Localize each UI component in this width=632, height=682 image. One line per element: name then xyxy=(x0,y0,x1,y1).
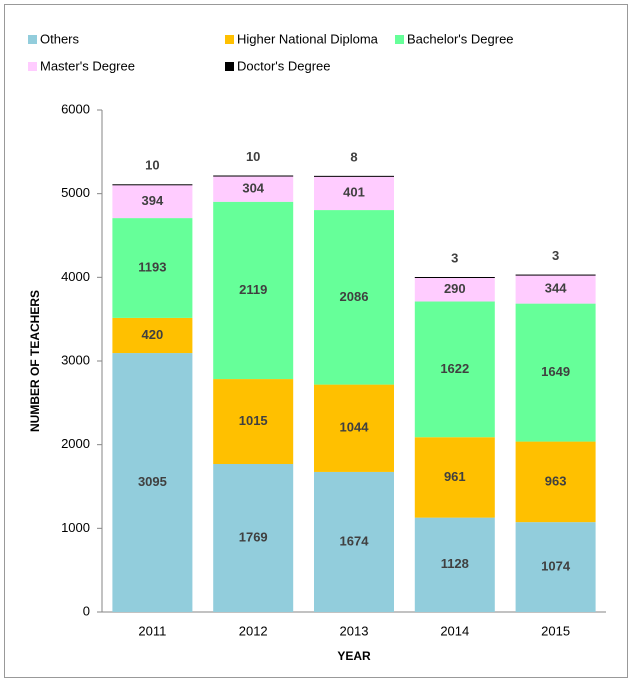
bar-segment xyxy=(414,276,495,278)
x-tick-label: 2013 xyxy=(340,623,369,638)
y-tick-label: 2000 xyxy=(61,436,90,451)
data-label: 2119 xyxy=(239,282,267,297)
bar-segment xyxy=(314,210,394,385)
data-label: 344 xyxy=(545,281,567,296)
bar-segment xyxy=(515,274,596,304)
data-label: 1128 xyxy=(441,556,469,571)
bar-segment xyxy=(213,379,294,464)
x-axis-label: YEAR xyxy=(337,649,371,663)
bar-segment xyxy=(213,176,294,202)
data-label: 2086 xyxy=(340,289,369,304)
y-axis-label: NUMBER OF TEACHERS xyxy=(28,290,42,432)
bar-segment xyxy=(112,353,193,612)
bar-segment xyxy=(515,303,596,442)
data-label: 1649 xyxy=(541,364,570,379)
data-label: 420 xyxy=(142,327,164,342)
legend-label: Others xyxy=(40,31,80,46)
data-label: 961 xyxy=(444,469,466,484)
bar-segment xyxy=(112,184,193,186)
data-label: 1769 xyxy=(239,529,268,544)
y-tick-label: 3000 xyxy=(61,352,90,367)
data-label: 1074 xyxy=(541,559,571,574)
y-tick-label: 6000 xyxy=(61,101,90,116)
data-label: 10 xyxy=(145,158,159,173)
data-label: 1674 xyxy=(340,533,370,548)
bar-segment xyxy=(515,441,596,523)
bar-segment xyxy=(314,176,394,211)
bar-segment xyxy=(414,517,495,612)
bar-segment xyxy=(112,218,193,318)
bar-segment xyxy=(414,437,495,518)
x-tick-label: 2015 xyxy=(541,623,570,638)
legend-swatch xyxy=(28,35,37,44)
legend-swatch xyxy=(225,62,234,71)
y-tick-label: 4000 xyxy=(61,269,90,284)
y-tick-label: 5000 xyxy=(61,185,90,200)
legend-label: Bachelor's Degree xyxy=(407,31,514,46)
x-tick-label: 2012 xyxy=(239,623,268,638)
bar-segment xyxy=(515,522,596,612)
y-tick-label: 1000 xyxy=(61,520,90,535)
bar-segment xyxy=(112,317,193,354)
data-label: 1044 xyxy=(340,420,370,435)
data-label: 963 xyxy=(545,473,567,488)
data-label: 1015 xyxy=(239,413,268,428)
data-label: 8 xyxy=(350,149,357,164)
bar-segment xyxy=(414,301,495,438)
x-tick-label: 2011 xyxy=(138,623,166,638)
bar-segment xyxy=(414,277,495,302)
legend-label: Master's Degree xyxy=(40,58,135,73)
bar-segment xyxy=(213,463,294,612)
bar-segment xyxy=(314,471,394,612)
data-label: 401 xyxy=(343,185,365,200)
bar-segment xyxy=(314,384,394,472)
x-tick-label: 2014 xyxy=(440,623,469,638)
legend-label: Doctor's Degree xyxy=(237,58,331,73)
data-label: 3 xyxy=(451,250,458,265)
y-tick-label: 0 xyxy=(83,603,90,618)
bar-segment xyxy=(515,274,596,276)
legend-swatch xyxy=(225,35,234,44)
data-label: 290 xyxy=(444,281,466,296)
data-label: 394 xyxy=(142,193,164,208)
bar-segment xyxy=(213,201,294,380)
data-label: 10 xyxy=(246,149,260,164)
legend-swatch xyxy=(28,62,37,71)
bar-segment xyxy=(314,175,394,177)
bar-segment xyxy=(213,175,294,177)
data-label: 1622 xyxy=(440,361,469,376)
legend-swatch xyxy=(395,35,404,44)
data-label: 3 xyxy=(552,248,559,263)
data-label: 1193 xyxy=(138,259,166,274)
data-label: 304 xyxy=(242,181,264,196)
bar-segment xyxy=(112,185,193,219)
data-label: 3095 xyxy=(138,474,167,489)
legend-label: Higher National Diploma xyxy=(237,31,379,46)
